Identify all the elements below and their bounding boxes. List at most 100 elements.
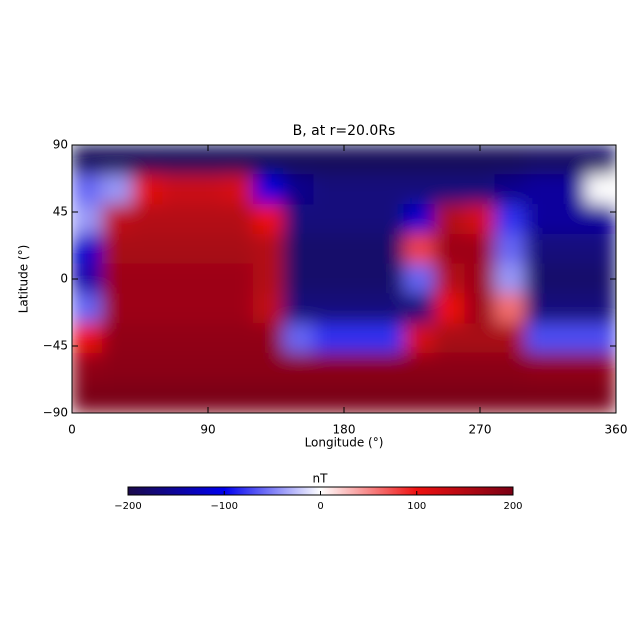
colorbar-label: nT	[313, 472, 329, 486]
heat-cell	[343, 174, 375, 206]
heat-cell	[343, 352, 375, 384]
heat-cell	[72, 204, 103, 235]
heat-cell	[131, 382, 164, 413]
heat-cell	[434, 145, 466, 176]
colorbar-tick-label: −200	[114, 501, 141, 512]
heat-cell	[131, 352, 164, 384]
heat-cell	[494, 352, 526, 384]
heat-cell	[192, 293, 224, 325]
colorbar-tick-label: 200	[503, 501, 522, 512]
heat-cell	[283, 174, 315, 206]
heat-cell	[585, 293, 616, 325]
heat-cell	[373, 382, 405, 413]
heat-cell	[373, 174, 405, 206]
heat-cell	[464, 174, 496, 206]
heat-cell	[313, 263, 345, 295]
x-tick-label: 90	[200, 423, 215, 437]
heat-cell	[252, 174, 285, 206]
heat-cell	[101, 204, 133, 235]
heat-cell	[101, 145, 133, 176]
heat-cell	[72, 382, 103, 413]
heat-cell	[343, 204, 375, 235]
heat-cell	[524, 174, 557, 206]
heat-cell	[252, 145, 285, 176]
heat-cell	[283, 323, 315, 354]
heat-cell	[252, 382, 285, 413]
heat-cell	[585, 174, 616, 206]
heat-cell	[252, 204, 285, 235]
heat-cell	[403, 263, 436, 295]
heat-cell	[131, 323, 164, 354]
y-tick-label: −45	[43, 339, 68, 353]
heat-cell	[313, 293, 345, 325]
heat-cell	[222, 323, 254, 354]
heat-cell	[162, 145, 194, 176]
heat-cell	[464, 233, 496, 265]
heat-cell	[434, 233, 466, 265]
colorbar-tick-label: −100	[211, 501, 238, 512]
heat-cell	[434, 382, 466, 413]
heat-cell	[434, 323, 466, 354]
heat-cell	[162, 352, 194, 384]
heat-cell	[283, 293, 315, 325]
heat-cell	[222, 174, 254, 206]
heat-cell	[192, 323, 224, 354]
heat-cell	[101, 382, 133, 413]
heat-cell	[403, 352, 436, 384]
heat-cell	[403, 233, 436, 265]
colorbar-tick-label: 0	[317, 501, 323, 512]
heat-cell	[131, 204, 164, 235]
heat-cell	[72, 352, 103, 384]
heat-cell	[343, 293, 375, 325]
heat-cell	[101, 293, 133, 325]
heat-cell	[585, 233, 616, 265]
heat-cell	[222, 145, 254, 176]
heat-cell	[252, 293, 285, 325]
heat-cell	[101, 263, 133, 295]
heat-cell	[101, 233, 133, 265]
heat-cell	[464, 293, 496, 325]
heat-cell	[192, 174, 224, 206]
heat-cell	[131, 174, 164, 206]
heat-cell	[283, 263, 315, 295]
heat-cell	[524, 382, 557, 413]
heat-cell	[162, 382, 194, 413]
heat-cell	[313, 352, 345, 384]
heat-cell	[131, 145, 164, 176]
y-tick-label: −90	[43, 406, 68, 420]
heat-cell	[131, 293, 164, 325]
heat-cell	[373, 233, 405, 265]
heat-cell	[373, 204, 405, 235]
heat-cell	[494, 204, 526, 235]
heat-cell	[162, 233, 194, 265]
heat-cell	[555, 204, 587, 235]
heat-cell	[464, 204, 496, 235]
heat-cell	[222, 204, 254, 235]
heat-cell	[343, 233, 375, 265]
heat-cell	[252, 233, 285, 265]
heat-cell	[494, 174, 526, 206]
heat-cell	[313, 145, 345, 176]
heat-cell	[343, 323, 375, 354]
heat-cell	[192, 233, 224, 265]
heat-cell	[373, 323, 405, 354]
heat-cell	[101, 174, 133, 206]
x-tick-label: 0	[68, 423, 76, 437]
heat-cell	[313, 382, 345, 413]
x-tick-label: 270	[469, 423, 492, 437]
heat-cell	[192, 204, 224, 235]
heat-cell	[434, 293, 466, 325]
heat-cell	[585, 145, 616, 176]
heat-cell	[494, 323, 526, 354]
heat-cell	[162, 323, 194, 354]
heat-cell	[555, 174, 587, 206]
heat-cell	[252, 323, 285, 354]
heat-cell	[72, 145, 103, 176]
heat-cell	[162, 174, 194, 206]
heat-cell	[222, 233, 254, 265]
heat-cell	[464, 323, 496, 354]
heat-cell	[101, 323, 133, 354]
heat-cell	[343, 382, 375, 413]
heat-cell	[343, 263, 375, 295]
